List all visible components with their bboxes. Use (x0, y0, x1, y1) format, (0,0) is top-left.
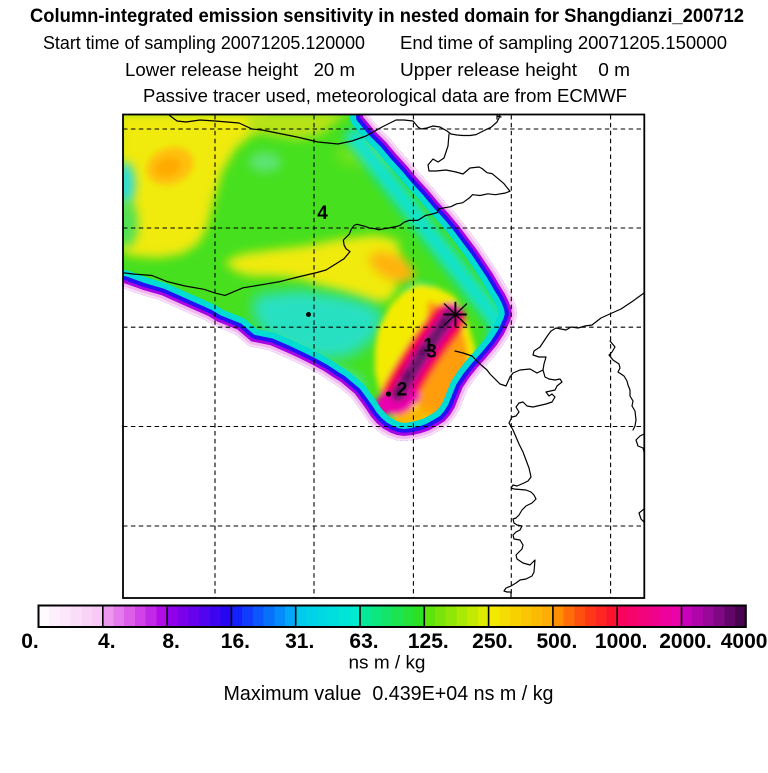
svg-text:2000.: 2000. (659, 630, 712, 653)
svg-text:125.: 125. (408, 630, 449, 653)
svg-text:63.: 63. (349, 630, 378, 653)
svg-text:4: 4 (317, 203, 328, 224)
svg-text:3: 3 (426, 342, 437, 363)
svg-text:ns m / kg: ns m / kg (349, 652, 426, 673)
svg-text:Start time of sampling 2007120: Start time of sampling 20071205.120000 (43, 32, 365, 53)
svg-text:8.: 8. (162, 630, 180, 653)
svg-text:1: 1 (423, 336, 434, 357)
svg-text:4000.: 4000. (721, 630, 768, 653)
svg-text:Upper release height 0 m: Upper release height 0 m (400, 59, 630, 80)
svg-text:2: 2 (397, 380, 408, 401)
svg-text:500.: 500. (536, 630, 577, 653)
svg-text:0.: 0. (21, 630, 39, 653)
svg-text:Maximum value 0.439E+04 ns m: Maximum value 0.439E+04 ns m / kg (224, 683, 554, 705)
svg-text:Passive tracer used, meteorolo: Passive tracer used, meteorological data… (143, 85, 627, 106)
svg-text:Column-integrated emission sen: Column-integrated emission sensitivity i… (30, 6, 744, 27)
svg-text:End time of sampling 20071205.: End time of sampling 20071205.150000 (400, 32, 727, 53)
svg-text:250.: 250. (472, 630, 513, 653)
svg-text:1000.: 1000. (595, 630, 648, 653)
svg-text:16.: 16. (221, 630, 250, 653)
svg-text:Lower release height 20 m: Lower release height 20 m (125, 59, 355, 80)
svg-text:4.: 4. (98, 630, 116, 653)
svg-text:31.: 31. (285, 630, 314, 653)
